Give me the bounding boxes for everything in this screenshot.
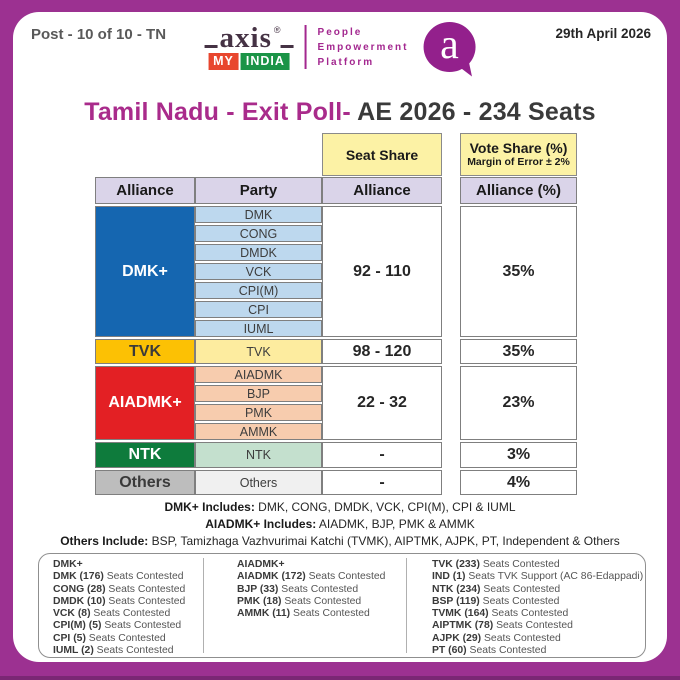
column-header-alliance: Alliance <box>95 177 195 204</box>
note-line-others: Others Include: BSP, Tamizhaga Vazhvurim… <box>60 534 620 548</box>
vote-share-cell: 23% <box>460 366 577 440</box>
alliance-notes: DMK+ Includes: DMK, CONG, DMDK, VCK, CPI… <box>13 499 667 550</box>
footer-line: IUML (2) Seats Contested <box>53 645 174 657</box>
table-row-tvk: TVK TVK 98 - 120 35% <box>95 339 577 364</box>
footer-column-header: AIADMK+ <box>237 559 285 570</box>
seat-share-cell: 92 - 110 <box>322 206 442 337</box>
footer-line: CPI(M) (5) Seats Contested <box>53 620 182 632</box>
vote-share-cell: 4% <box>460 470 577 495</box>
vote-share-cell: 3% <box>460 442 577 468</box>
party-cell: DMDK <box>195 244 322 261</box>
my-badge: MY <box>208 52 239 70</box>
content-sheet: Post - 10 of 10 - TN 29th April 2026 axi… <box>13 12 667 662</box>
party-cell: NTK <box>195 442 322 468</box>
footer-column-header: DMK+ <box>53 559 83 570</box>
footer-line: CONG (28) Seats Contested <box>53 583 186 595</box>
table-row-dmk-plus: DMK+ DMK CONG DMDK VCK CPI(M) CPI IUML 9… <box>95 206 577 337</box>
footer-line: AJPK (29) Seats Contested <box>432 632 561 644</box>
column-header-party: Party <box>195 177 322 204</box>
footer-line: BJP (33) Seats Contested <box>237 583 359 595</box>
vote-share-cell: 35% <box>460 339 577 364</box>
seat-share-cell: 98 - 120 <box>322 339 442 364</box>
footer-line: DMDK (10) Seats Contested <box>53 595 186 607</box>
footer-line: BSP (119) Seats Contested <box>432 595 560 607</box>
table-row-ntk: NTK NTK - 3% <box>95 442 577 468</box>
note-line-dmk: DMK+ Includes: DMK, CONG, DMDK, VCK, CPI… <box>164 500 516 514</box>
seat-share-cell: - <box>322 442 442 468</box>
table-row-aiadmk-plus: AIADMK+ AIADMK BJP PMK AMMK 22 - 32 23% <box>95 366 577 440</box>
alliance-cell-ntk: NTK <box>95 442 195 468</box>
vote-share-header: Vote Share (%) <box>469 140 568 156</box>
title-rest: AE 2026 - 234 Seats <box>350 98 596 126</box>
axis-word: axis <box>219 21 272 54</box>
seats-contested-column-rest: TVK (233) Seats Contested IND (1) Seats … <box>406 558 644 656</box>
footer-line: AIPTMK (78) Seats Contested <box>432 620 573 632</box>
tagline-line: Platform <box>317 56 375 68</box>
bottom-accent-strip <box>0 676 680 680</box>
vote-share-header-box: Vote Share (%) Margin of Error ± 2% <box>460 133 577 176</box>
note-line-aiadmk: AIADMK+ Includes: AIADMK, BJP, PMK & AMM… <box>205 517 475 531</box>
column-header-seat-alliance: Alliance <box>322 177 442 204</box>
table-column-header-row: Alliance Party Alliance Alliance (%) <box>95 177 577 204</box>
party-cell: Others <box>195 470 322 495</box>
seats-contested-column-dmk: DMK+ DMK (176) Seats Contested CONG (28)… <box>39 558 203 656</box>
registered-mark: ® <box>273 24 281 35</box>
party-cell: CONG <box>195 225 322 242</box>
party-cell: DMK <box>195 206 322 223</box>
party-cell: BJP <box>195 385 322 402</box>
india-badge: INDIA <box>240 52 290 70</box>
title-highlight: Tamil Nadu - Exit Poll- <box>84 98 351 126</box>
footer-line: TVK (233) Seats Contested <box>432 559 560 570</box>
footer-line: DMK (176) Seats Contested <box>53 571 184 583</box>
post-counter-label: Post - 10 of 10 - TN <box>31 26 167 43</box>
footer-line: IND (1) Seats TVK Support (AC 86-Edappad… <box>432 571 644 583</box>
axis-speech-bubble-icon: a <box>423 22 476 80</box>
footer-line: NTK (234) Seats Contested <box>432 583 561 595</box>
table-top-header-row: Seat Share Vote Share (%) Margin of Erro… <box>95 133 577 176</box>
axis-wordmark: axis ® MY INDIA <box>204 21 294 70</box>
logo-tagline: People Empowerment Platform <box>318 25 409 70</box>
exit-poll-table: Seat Share Vote Share (%) Margin of Erro… <box>95 133 577 497</box>
seat-share-header: Seat Share <box>345 146 419 163</box>
footer-line: AIADMK (172) Seats Contested <box>237 571 386 583</box>
page-title: Tamil Nadu - Exit Poll- AE 2026 - 234 Se… <box>13 98 667 127</box>
seats-contested-box: DMK+ DMK (176) Seats Contested CONG (28)… <box>38 553 646 658</box>
party-cell: AIADMK <box>195 366 322 383</box>
party-cell: TVK <box>195 339 322 364</box>
margin-of-error-label: Margin of Error ± 2% <box>467 156 570 168</box>
footer-line: AMMK (11) Seats Contested <box>237 608 370 620</box>
party-cell: AMMK <box>195 423 322 440</box>
seat-share-cell: 22 - 32 <box>322 366 442 440</box>
axis-right-dash <box>280 44 294 48</box>
seat-share-cell: - <box>322 470 442 495</box>
party-cell: CPI <box>195 301 322 318</box>
table-row-others: Others Others - 4% <box>95 470 577 495</box>
party-cell: PMK <box>195 404 322 421</box>
date-label: 29th April 2026 <box>555 26 651 41</box>
column-header-vote-alliance: Alliance (%) <box>460 177 577 204</box>
seat-share-header-box: Seat Share <box>322 133 442 176</box>
footer-line: CPI (5) Seats Contested <box>53 632 166 644</box>
tagline-line: People <box>317 26 363 38</box>
footer-line: PMK (18) Seats Contested <box>237 595 362 607</box>
speech-bubble-tail <box>456 61 472 80</box>
party-cell: IUML <box>195 320 322 337</box>
tagline-line: Empowerment <box>317 41 409 53</box>
vote-share-cell: 35% <box>460 206 577 337</box>
party-cell: CPI(M) <box>195 282 322 299</box>
logo-divider <box>304 25 307 69</box>
party-cell: VCK <box>195 263 322 280</box>
footer-line: PT (60) Seats Contested <box>432 645 547 657</box>
alliance-cell-tvk: TVK <box>95 339 195 364</box>
alliance-cell-dmk-plus: DMK+ <box>95 206 195 337</box>
footer-line: VCK (8) Seats Contested <box>53 608 171 620</box>
alliance-cell-others: Others <box>95 470 195 495</box>
axis-my-india-logo: axis ® MY INDIA People Empowerment Platf… <box>204 21 476 80</box>
axis-left-dash <box>204 44 218 48</box>
footer-line: TVMK (164) Seats Contested <box>432 608 569 620</box>
seats-contested-column-aiadmk: AIADMK+ AIADMK (172) Seats Contested BJP… <box>203 558 406 653</box>
alliance-cell-aiadmk-plus: AIADMK+ <box>95 366 195 440</box>
